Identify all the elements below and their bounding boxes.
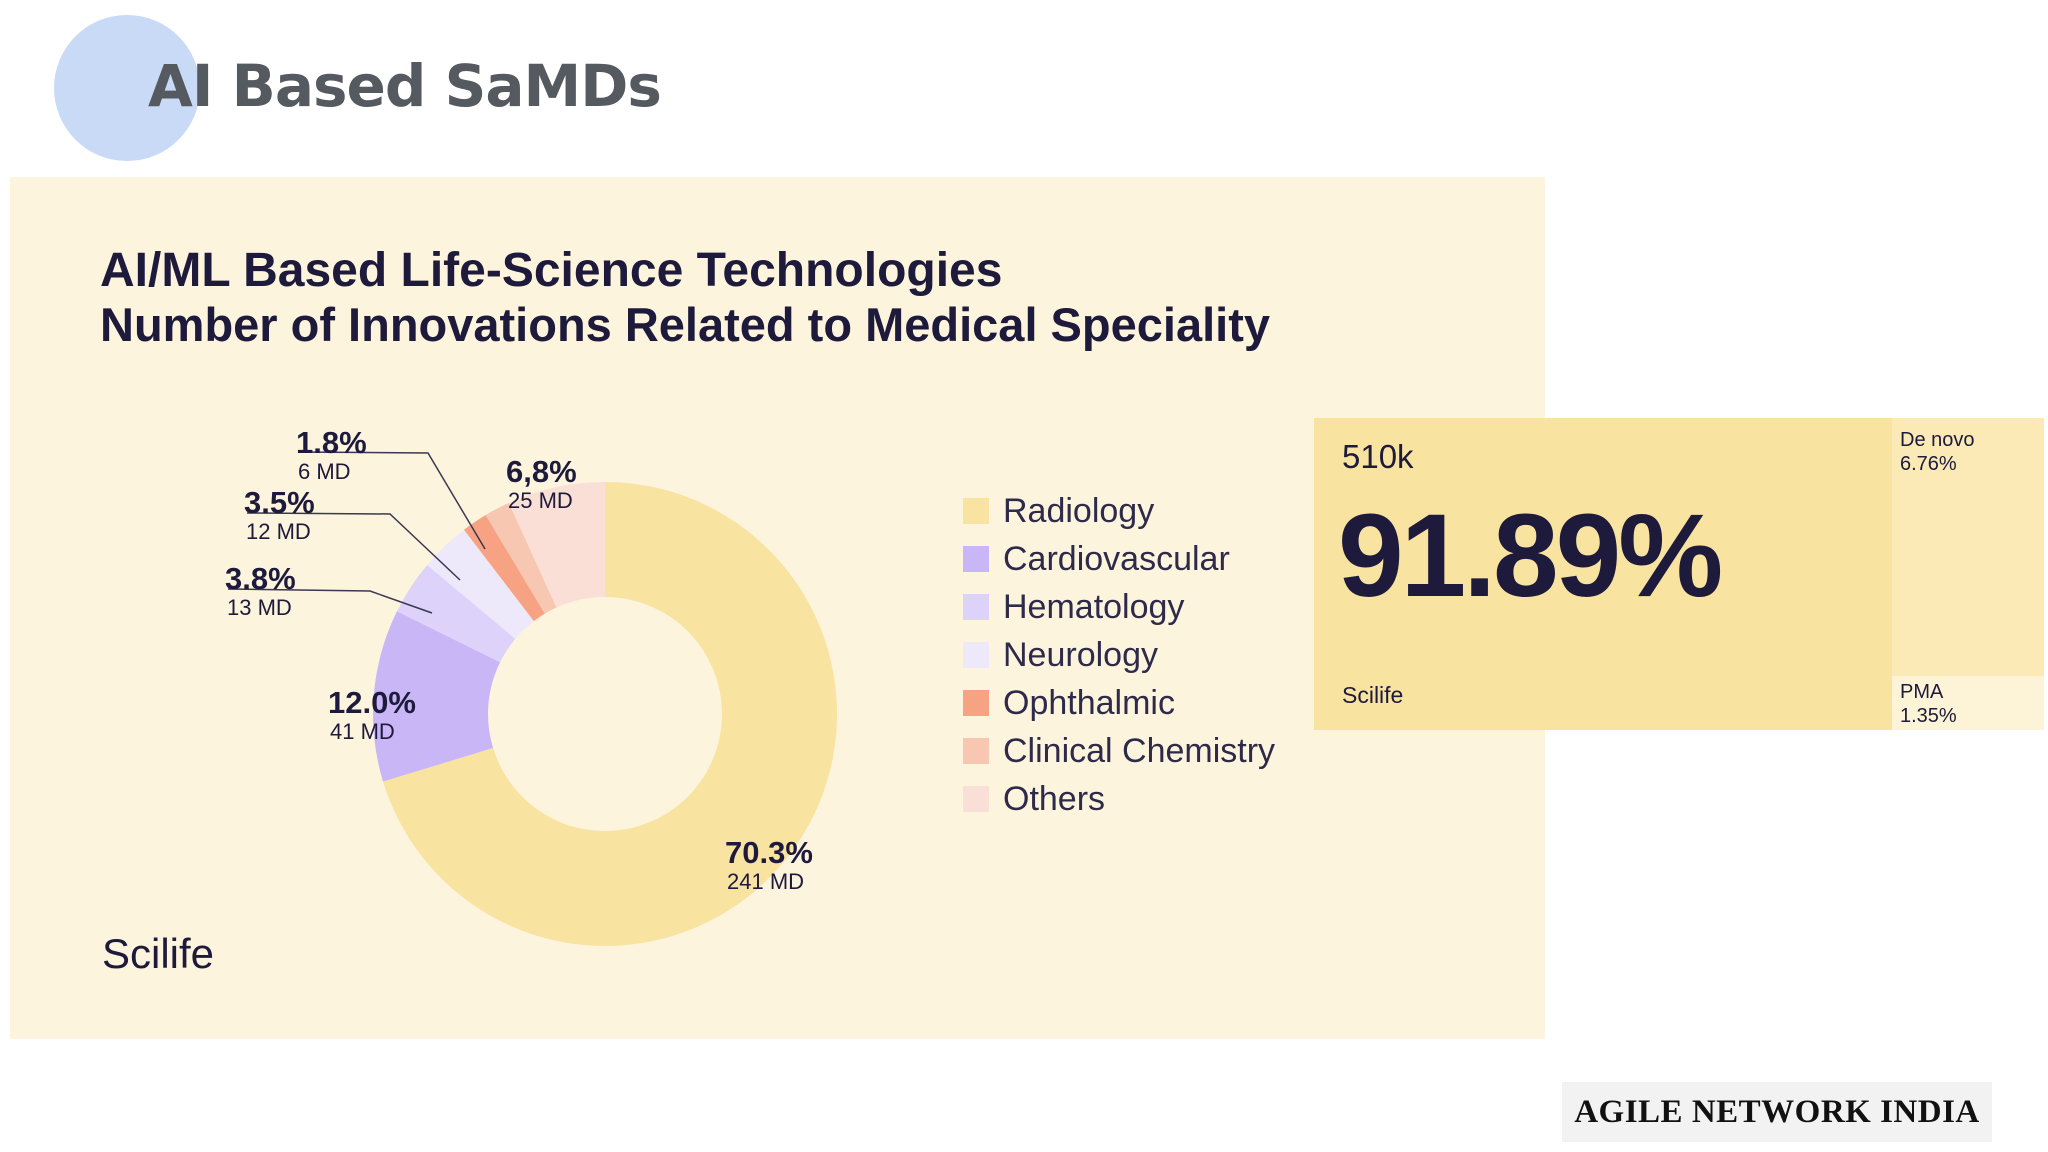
- treemap-source: Scilife: [1342, 682, 1404, 708]
- decorative-circle: [54, 15, 200, 161]
- data-label-percent: 70.3%: [725, 835, 813, 870]
- legend-item: Clinical Chemistry: [963, 727, 1275, 775]
- treemap-value-pma: 1.35%: [1900, 705, 1957, 727]
- donut-slice-ophthalmic: [463, 515, 545, 622]
- data-label-percent: 1.8%: [296, 425, 367, 460]
- data-label-percent: 12.0%: [328, 685, 416, 720]
- donut-slice-clinical-chemistry: [485, 502, 557, 614]
- legend-label: Neurology: [1003, 635, 1158, 674]
- legend-item: Cardiovascular: [963, 535, 1275, 583]
- data-label-count: 241 MD: [727, 869, 804, 894]
- chart-title: AI/ML Based Life-Science Technologies: [100, 244, 1003, 297]
- donut-slice-cardiovascular: [373, 611, 501, 782]
- legend-swatch: [963, 786, 989, 812]
- treemap-value-510k: 91.89%: [1338, 490, 1723, 622]
- legend-item: Neurology: [963, 631, 1275, 679]
- treemap-cell-pma: PMA 1.35%: [1892, 676, 2044, 730]
- data-label-percent: 3.8%: [225, 561, 296, 596]
- donut-slice-radiology: [383, 482, 838, 946]
- donut-chart-panel: AI/ML Based Life-Science Technologies Nu…: [10, 177, 1545, 1039]
- treemap-label-pma: PMA: [1900, 681, 1944, 703]
- treemap-value-de-novo: 6.76%: [1900, 453, 1957, 475]
- treemap-cell-510k: 510k 91.89% Scilife: [1314, 418, 1892, 730]
- treemap-cell-de-novo: De novo 6.76%: [1892, 418, 2044, 676]
- donut-slice-others: [508, 482, 605, 608]
- legend-swatch: [963, 498, 989, 524]
- data-label-count: 13 MD: [227, 595, 292, 620]
- legend-swatch: [963, 690, 989, 716]
- legend-swatch: [963, 594, 989, 620]
- legend-label: Clinical Chemistry: [1003, 731, 1276, 770]
- legend-item: Hematology: [963, 583, 1275, 631]
- legend-item: Radiology: [963, 487, 1275, 535]
- legend-item: Ophthalmic: [963, 679, 1275, 727]
- legend-swatch: [963, 642, 989, 668]
- legend-swatch: [963, 738, 989, 764]
- legend-label: Others: [1003, 779, 1106, 818]
- legend-label: Hematology: [1003, 587, 1185, 626]
- footer-badge: AGILE NETWORK INDIA: [1562, 1082, 1992, 1142]
- legend-label: Ophthalmic: [1003, 683, 1175, 722]
- data-label-percent: 3.5%: [244, 485, 315, 520]
- chart-legend: Radiology Cardiovascular Hematology Neurolo…: [963, 487, 1275, 823]
- donut-slice-neurology: [427, 529, 534, 639]
- source-brand: Scilife: [102, 930, 215, 977]
- approval-pathway-treemap: 510k 91.89% Scilife De novo 6.76% PMA 1.…: [1314, 418, 2044, 730]
- data-label-count: 41 MD: [330, 719, 395, 744]
- leader-line: [246, 512, 461, 581]
- chart-subtitle: Number of Innovations Related to Medical…: [100, 298, 1270, 351]
- donut-chart: 70.3%241 MD 12.0%41 MD 3.8%13 MD 3.5%12 MD 1…: [225, 425, 838, 946]
- leader-line: [227, 588, 433, 614]
- legend-label: Radiology: [1003, 491, 1155, 530]
- leader-line: [298, 451, 486, 550]
- treemap-label-de-novo: De novo: [1900, 429, 1975, 451]
- legend-swatch: [963, 546, 989, 572]
- donut-slice-hematology: [396, 564, 516, 663]
- data-label-count: 12 MD: [246, 519, 311, 544]
- data-label-count: 25 MD: [508, 488, 573, 513]
- legend-label: Cardiovascular: [1003, 539, 1230, 578]
- treemap-label-510k: 510k: [1342, 438, 1414, 475]
- legend-item: Others: [963, 775, 1275, 823]
- data-label-count: 6 MD: [298, 459, 351, 484]
- slide-title: AI Based SaMDs: [148, 52, 662, 120]
- data-label-percent: 6,8%: [506, 454, 577, 489]
